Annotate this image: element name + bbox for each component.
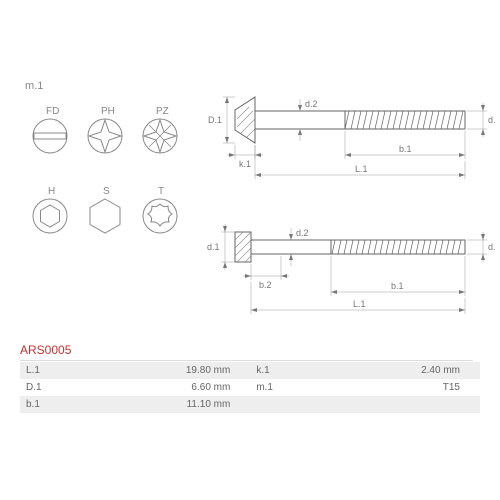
spec-label: k.1 bbox=[250, 362, 298, 379]
dim-k1: k.1 bbox=[239, 159, 251, 169]
dim-D1: D.1 bbox=[208, 115, 222, 125]
drive-label-ph: PH bbox=[101, 106, 115, 117]
spec-label: b.1 bbox=[20, 396, 68, 413]
dim-L1-bot: L.1 bbox=[353, 299, 366, 309]
dim-L1-top: L.1 bbox=[355, 164, 368, 174]
drive-label-h: H bbox=[48, 186, 55, 197]
table-row: L.1 19.80 mm k.1 2.40 mm bbox=[20, 362, 480, 379]
drive-section-label: m.1 bbox=[25, 80, 43, 92]
table-row: b.1 11.10 mm bbox=[20, 396, 480, 413]
screw-side-view-top: D.1 d.2 d. k.1 b.1 L.1 bbox=[205, 75, 495, 205]
drive-label-pz: PZ bbox=[156, 106, 169, 117]
dim-b1-bot: b.1 bbox=[391, 281, 404, 291]
hex-socket-drive-icon bbox=[32, 198, 68, 234]
dim-d2-top: d.2 bbox=[305, 99, 318, 109]
spec-value: 2.40 mm bbox=[299, 362, 480, 379]
spec-label: m.1 bbox=[250, 379, 298, 396]
dim-d1: d.1 bbox=[207, 242, 220, 252]
spec-table: L.1 19.80 mm k.1 2.40 mm D.1 6.60 mm m.1… bbox=[20, 362, 480, 413]
spec-value: 19.80 mm bbox=[68, 362, 250, 379]
part-number: ARS0005 bbox=[20, 343, 473, 361]
dim-d2-bot: d.2 bbox=[296, 228, 309, 238]
flat-drive-icon bbox=[32, 118, 68, 154]
spec-value: 11.10 mm bbox=[68, 396, 250, 413]
drive-label-s: S bbox=[103, 186, 110, 197]
drive-label-t: T bbox=[158, 186, 164, 197]
spec-label: D.1 bbox=[20, 379, 68, 396]
diagram-area: m.1 FD PH PZ H S T bbox=[0, 0, 500, 1]
torx-drive-icon bbox=[142, 198, 178, 234]
dim-b1-top: b.1 bbox=[399, 144, 412, 154]
phillips-drive-icon bbox=[87, 118, 123, 154]
table-row: D.1 6.60 mm m.1 T15 bbox=[20, 379, 480, 396]
dim-d-top: d. bbox=[488, 115, 495, 125]
dim-b2: b.2 bbox=[259, 280, 272, 290]
dim-d-bot: d. bbox=[488, 242, 495, 252]
screw-side-view-bottom: d.1 d.2 d. b.2 b.1 L.1 bbox=[205, 210, 495, 330]
spec-label: L.1 bbox=[20, 362, 68, 379]
spec-value: 6.60 mm bbox=[68, 379, 250, 396]
spec-value: T15 bbox=[299, 379, 480, 396]
drive-label-fd: FD bbox=[46, 106, 59, 117]
pozidriv-drive-icon bbox=[142, 118, 178, 154]
hex-head-drive-icon bbox=[87, 198, 123, 234]
